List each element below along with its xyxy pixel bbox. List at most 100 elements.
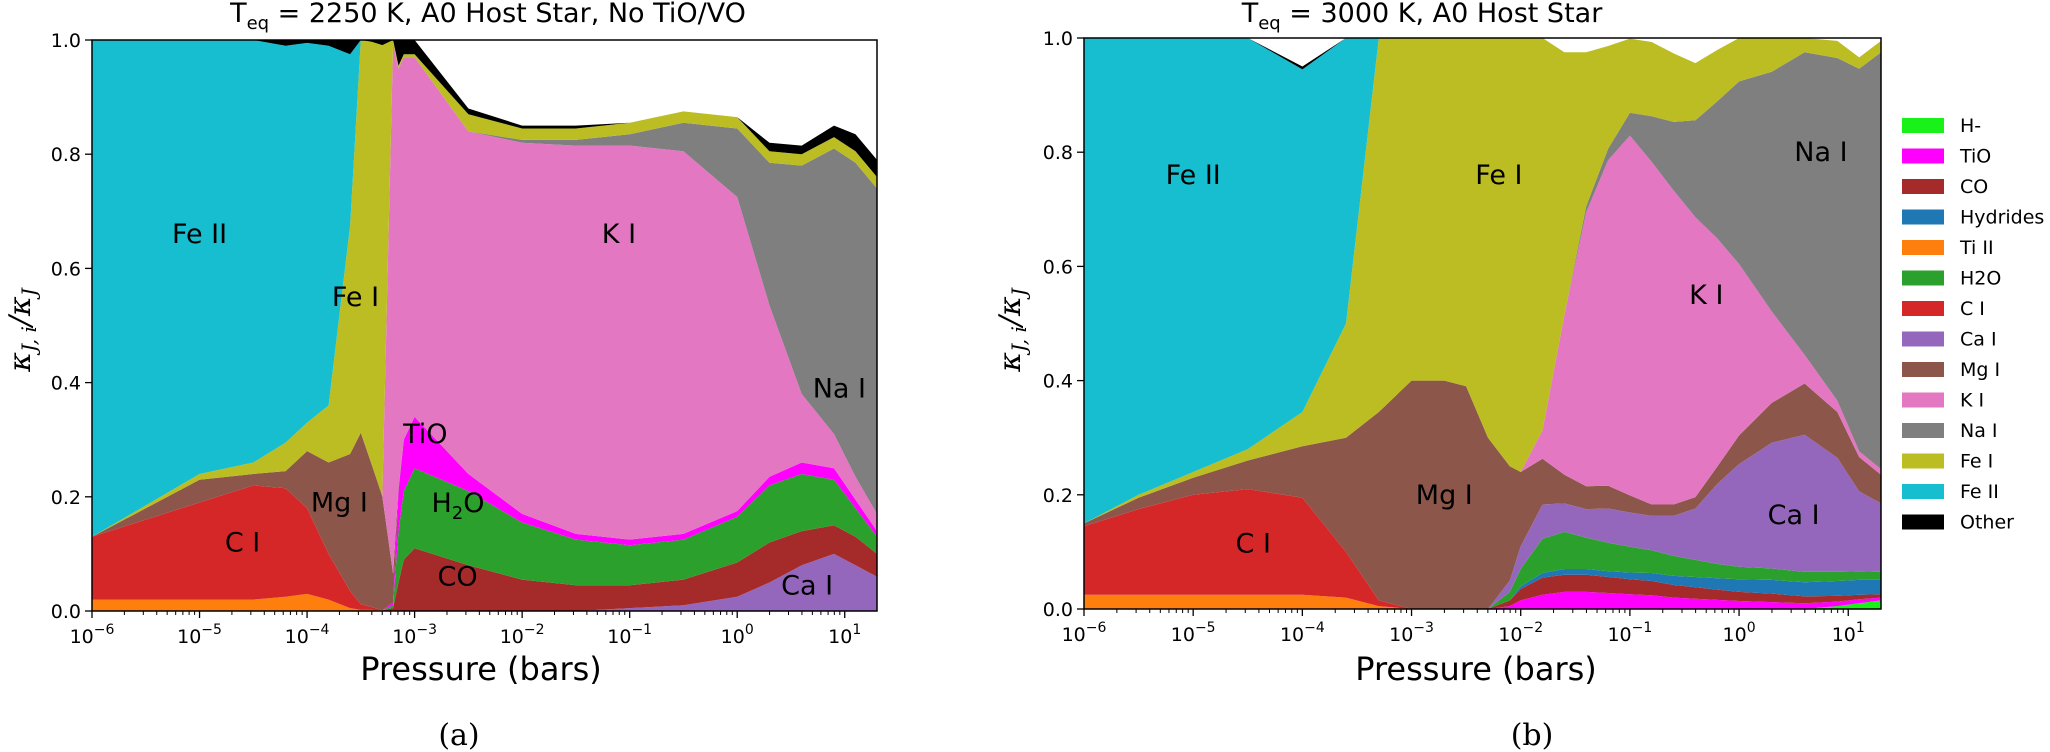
legend-swatch-ti-ii bbox=[1902, 240, 1944, 255]
legend-label-ti-ii: Ti II bbox=[1959, 237, 1994, 259]
legend: H- TiO CO Hydrides Ti II H2O C I Ca I Mg I K I Na … bbox=[1902, 115, 2044, 534]
x-tick-label: 10−3 bbox=[392, 622, 437, 648]
legend-swatch-other bbox=[1902, 514, 1944, 530]
annotation-c-i-a: C I bbox=[225, 527, 260, 558]
x-tick-label: 10−6 bbox=[70, 622, 115, 648]
legend-swatch-mg-i bbox=[1902, 362, 1944, 377]
legend-label-h: H- bbox=[1960, 115, 1981, 137]
area-co-a bbox=[92, 485, 877, 611]
legend-swatch-fe-i bbox=[1902, 453, 1944, 469]
x-tick-label: 101 bbox=[828, 622, 861, 648]
legend-swatch-hydrides bbox=[1902, 209, 1944, 225]
y-tick-label: 0.4 bbox=[51, 373, 81, 395]
x-tick-label: 101 bbox=[1832, 620, 1865, 646]
annotation-mg-i-a: Mg I bbox=[311, 488, 368, 519]
area-mg-i-b bbox=[1084, 380, 1881, 609]
legend-label-fe-ii: Fe II bbox=[1960, 481, 1999, 503]
panel-a: 10−6 10−5 10−4 10−3 10−2 10−1 100 101 0.0 0.2 0.4 0… bbox=[3, 0, 878, 752]
legend-label-ca-i: Ca I bbox=[1960, 329, 1997, 351]
legend-swatch-ca-i bbox=[1902, 331, 1944, 347]
area-ca-i-b bbox=[1084, 434, 1881, 609]
plot-frame-b bbox=[1083, 37, 1882, 610]
area-h2o-b bbox=[1084, 531, 1881, 609]
x-tick-label: 10−5 bbox=[177, 622, 222, 648]
x-tick-label: 10−5 bbox=[1171, 620, 1216, 646]
legend-label-k-i: K I bbox=[1960, 390, 1984, 412]
annotation-ca-i-a: Ca I bbox=[781, 570, 833, 601]
title-panel-b: Teq = 3000 K, A0 Host Star bbox=[1241, 0, 1604, 34]
caption-panel-a: (a) bbox=[438, 718, 479, 752]
annotation-h2o-a: H2O bbox=[431, 488, 484, 524]
legend-label-mg-i: Mg I bbox=[1960, 359, 2000, 381]
annotation-c-i-b: C I bbox=[1236, 528, 1271, 559]
x-tick-label: 100 bbox=[1723, 620, 1756, 646]
y-tick-label: 0.2 bbox=[51, 487, 81, 509]
annotation-na-i-b: Na I bbox=[1794, 137, 1847, 168]
area-fe-ii-a bbox=[92, 40, 877, 537]
legend-label-fe-i: Fe I bbox=[1960, 451, 1993, 473]
plot-frame-a bbox=[91, 39, 878, 612]
x-tick-label: 10−1 bbox=[607, 622, 652, 648]
legend-label-co: CO bbox=[1960, 176, 1988, 198]
area-h2o-a bbox=[92, 468, 877, 611]
area-fe-i-b bbox=[1084, 38, 1881, 524]
legend-swatch-h2o bbox=[1902, 270, 1944, 286]
legend-swatch-na-i bbox=[1902, 423, 1944, 438]
annotation-mg-i-b: Mg I bbox=[1416, 480, 1473, 511]
annotation-k-i-a: K I bbox=[602, 219, 636, 250]
annotation-fe-i-a: Fe I bbox=[332, 282, 379, 313]
x-tick-label: 10−4 bbox=[285, 622, 330, 648]
x-tick-label: 10−2 bbox=[1498, 620, 1543, 646]
area-ca-i-a bbox=[92, 553, 877, 611]
annotation-na-i-a: Na I bbox=[813, 373, 866, 404]
legend-swatch-c-i bbox=[1902, 301, 1944, 316]
legend-swatch-h bbox=[1902, 118, 1944, 133]
x-tick-label: 100 bbox=[721, 622, 754, 648]
xlabel-panel-b: Pressure (bars) bbox=[1355, 650, 1597, 688]
area-c-i-a bbox=[92, 485, 877, 611]
legend-label-tio: TiO bbox=[1959, 146, 1991, 168]
legend-swatch-k-i bbox=[1902, 392, 1944, 408]
ticks-panel-a: 10−6 10−5 10−4 10−3 10−2 10−1 100 101 0.0 0.2 0.4 0… bbox=[51, 30, 862, 648]
ylabel-panel-b: κJ, i/κJ bbox=[993, 287, 1031, 372]
area-co-b bbox=[1084, 574, 1881, 609]
area-c-i-b bbox=[1084, 434, 1881, 609]
series-labels-panel-b: Fe II Fe I Na I K I Mg I C I Ca I bbox=[1166, 137, 1848, 559]
y-tick-label: 0.6 bbox=[1043, 256, 1073, 278]
legend-swatch-tio bbox=[1902, 148, 1944, 164]
area-tio-b bbox=[1084, 591, 1881, 609]
x-tick-label: 10−1 bbox=[1607, 620, 1652, 646]
y-tick-label: 0.6 bbox=[51, 258, 81, 280]
legend-label-hydrides: Hydrides bbox=[1960, 207, 2044, 229]
annotation-k-i-b: K I bbox=[1689, 280, 1723, 311]
y-tick-label: 1.0 bbox=[1043, 28, 1073, 50]
areas-panel-a bbox=[92, 40, 877, 611]
area-fe-ii-b bbox=[1084, 38, 1881, 524]
legend-label-na-i: Na I bbox=[1960, 420, 1998, 442]
y-tick-label: 1.0 bbox=[51, 30, 81, 52]
caption-panel-b: (b) bbox=[1511, 718, 1554, 752]
annotation-ca-i-b: Ca I bbox=[1768, 500, 1820, 531]
x-tick-label: 10−2 bbox=[500, 622, 545, 648]
legend-label-c-i: C I bbox=[1960, 298, 1985, 320]
series-labels-panel-a: Fe II Fe I K I Na I TiO Mg I C I CO Ca I H2O bbox=[172, 219, 866, 601]
ylabel-panel-a: κJ, i/κJ bbox=[3, 287, 41, 372]
legend-swatch-fe-ii bbox=[1902, 484, 1944, 499]
legend-swatch-co bbox=[1902, 179, 1944, 194]
x-tick-label: 10−4 bbox=[1280, 620, 1325, 646]
annotation-co-a: CO bbox=[438, 562, 478, 593]
y-tick-label: 0.8 bbox=[51, 144, 81, 166]
areas-panel-b bbox=[1084, 38, 1881, 609]
annotation-fe-i-b: Fe I bbox=[1475, 160, 1522, 191]
y-tick-label: 0.0 bbox=[1043, 599, 1073, 621]
annotation-fe-ii-a: Fe II bbox=[172, 219, 227, 250]
y-tick-label: 0.0 bbox=[51, 601, 81, 623]
area-k-i-b bbox=[1084, 135, 1881, 524]
x-tick-label: 10−6 bbox=[1062, 620, 1107, 646]
xlabel-panel-a: Pressure (bars) bbox=[360, 650, 602, 688]
area-hydrides-b bbox=[1084, 569, 1881, 609]
annotation-tio-a: TiO bbox=[402, 419, 447, 450]
annotation-fe-ii-b: Fe II bbox=[1166, 160, 1221, 191]
ticks-panel-b: 10−6 10−5 10−4 10−3 10−2 10−1 100 101 0.0 0.2 0.4 0… bbox=[1043, 28, 1865, 646]
